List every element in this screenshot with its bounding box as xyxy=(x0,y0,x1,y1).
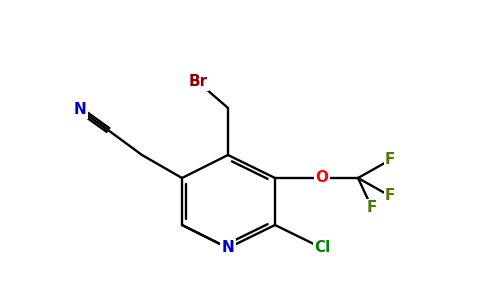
Text: Cl: Cl xyxy=(314,241,330,256)
Text: F: F xyxy=(385,188,395,203)
Text: N: N xyxy=(222,241,234,256)
Text: Br: Br xyxy=(188,74,208,89)
Text: F: F xyxy=(367,200,377,215)
Text: O: O xyxy=(316,170,329,185)
Text: N: N xyxy=(74,103,86,118)
Text: F: F xyxy=(385,152,395,167)
